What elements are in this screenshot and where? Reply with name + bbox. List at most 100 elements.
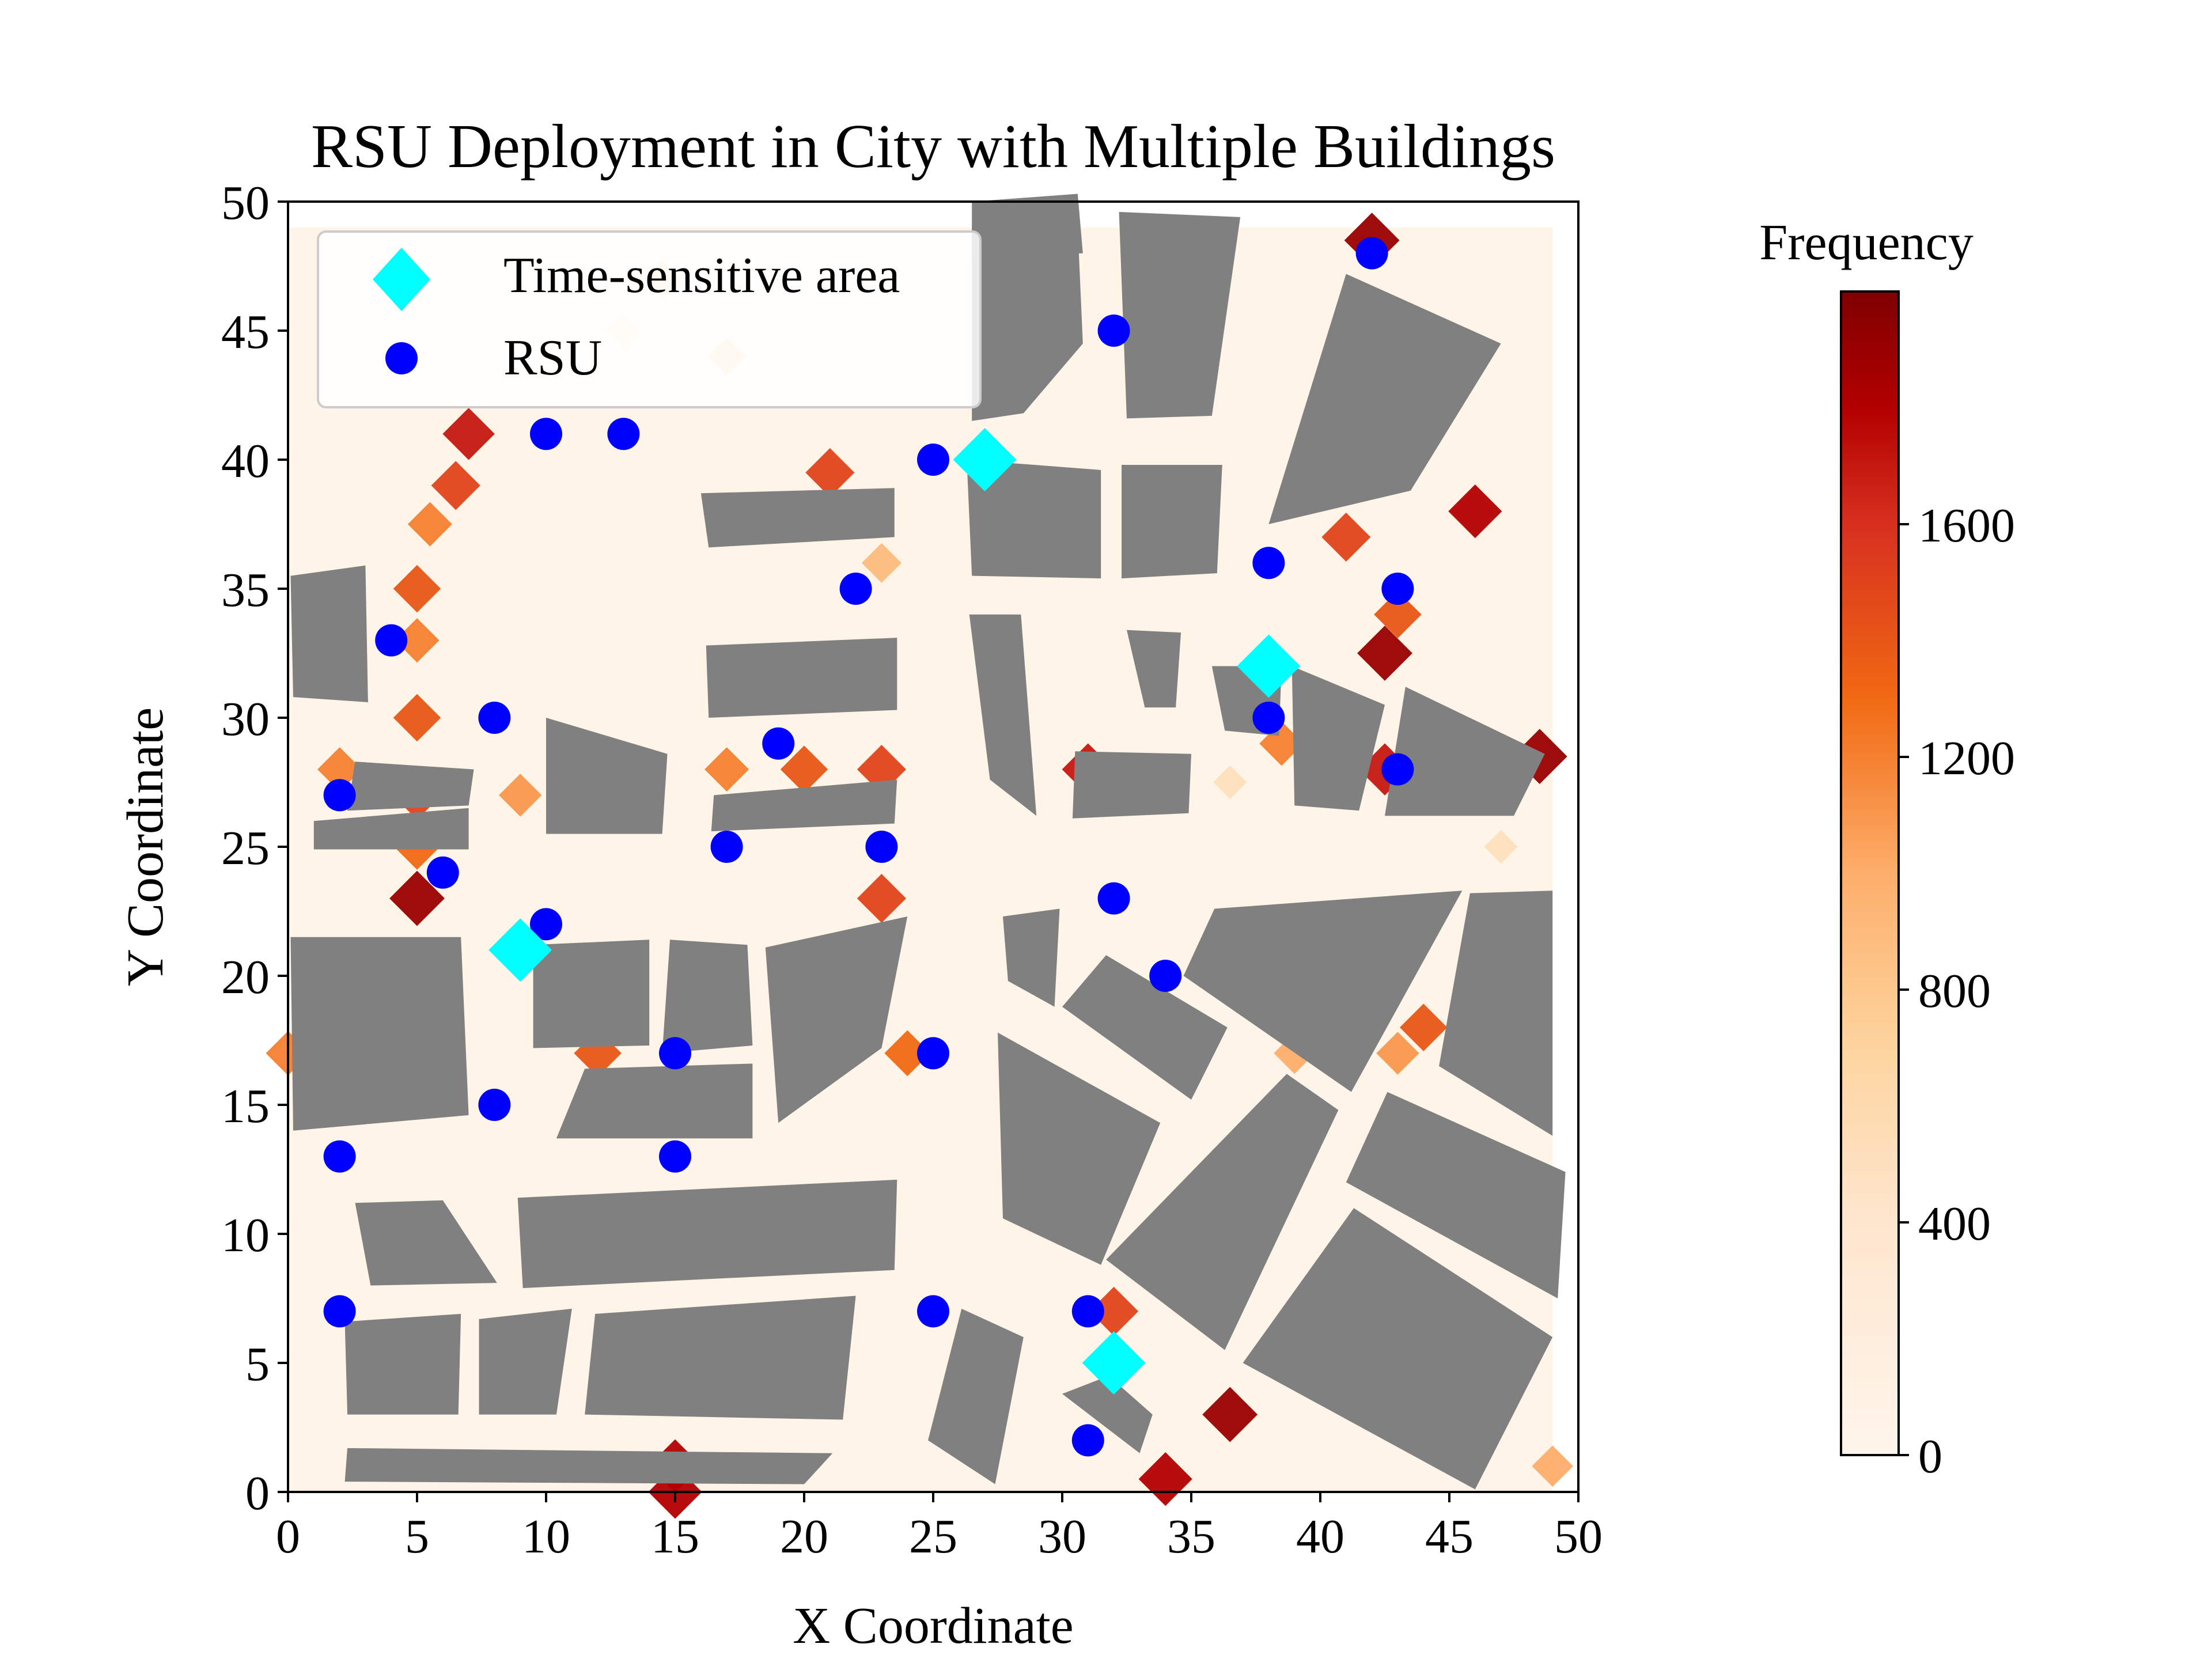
y-tick-label: 45 xyxy=(221,305,270,359)
building xyxy=(1122,464,1222,579)
heatmap-cell xyxy=(805,448,855,497)
building xyxy=(1268,274,1501,524)
time-sensitive-point xyxy=(953,428,1017,491)
heatmap-cell xyxy=(1089,1286,1139,1336)
rsu-point xyxy=(1252,547,1285,579)
building xyxy=(711,779,897,832)
building xyxy=(313,808,469,850)
colorbar: Frequency 0 400 800 1200 1600 xyxy=(1759,215,2015,1483)
time-sensitive-point xyxy=(1237,634,1301,698)
heatmap-cell xyxy=(317,747,362,792)
building xyxy=(1062,1376,1153,1453)
rsu-point xyxy=(659,1140,691,1173)
y-tick-label: 0 xyxy=(245,1467,270,1520)
rsu-point xyxy=(323,1140,356,1173)
rsu-point xyxy=(375,624,408,657)
building xyxy=(1439,891,1553,1136)
time-sensitive-point xyxy=(1082,1331,1146,1395)
x-tick-label: 5 xyxy=(405,1510,429,1563)
time-sensitive-markers xyxy=(488,428,1301,1395)
y-tick-label: 35 xyxy=(221,563,270,617)
heatmap-cell xyxy=(704,747,749,792)
building xyxy=(1002,908,1060,1007)
building xyxy=(1183,891,1463,1092)
y-tick-label: 50 xyxy=(221,176,270,230)
rsu-point xyxy=(659,1037,691,1070)
building xyxy=(290,937,469,1131)
building xyxy=(662,940,753,1054)
building xyxy=(290,565,368,703)
building xyxy=(1072,751,1191,819)
heatmap-cell xyxy=(407,502,452,547)
heatmap-cell xyxy=(884,1030,931,1077)
building xyxy=(969,614,1037,816)
time-sensitive-point xyxy=(488,918,552,982)
legend-label-time-sensitive: Time-sensitive area xyxy=(503,248,900,304)
heatmap-cell xyxy=(389,870,445,926)
rsu-point xyxy=(478,1089,511,1121)
building xyxy=(479,1308,572,1415)
heatmap-cell xyxy=(1399,1003,1448,1051)
x-tick-label: 50 xyxy=(1554,1510,1603,1563)
y-tick-label: 25 xyxy=(221,821,270,875)
y-tick-label: 5 xyxy=(245,1338,270,1391)
heatmap-cell xyxy=(780,745,828,793)
x-tick-label: 25 xyxy=(909,1510,957,1563)
x-tick-label: 40 xyxy=(1296,1510,1344,1563)
building xyxy=(347,762,474,811)
heatmap-cell xyxy=(1274,1032,1316,1074)
y-tick-label: 15 xyxy=(221,1080,270,1133)
heatmap-cell xyxy=(499,774,542,817)
building xyxy=(1291,666,1385,811)
building xyxy=(1346,1092,1566,1298)
building xyxy=(928,1308,1024,1484)
rsu-point xyxy=(1381,753,1414,786)
chart-title: RSU Deployment in City with Multiple Bui… xyxy=(311,112,1555,181)
building xyxy=(700,488,895,548)
building xyxy=(355,1200,497,1286)
rsu-point xyxy=(530,418,562,450)
x-tick-label: 15 xyxy=(651,1510,699,1563)
y-tick-label: 20 xyxy=(221,950,270,1004)
x-tick-label: 0 xyxy=(276,1510,300,1563)
x-tick-label: 35 xyxy=(1167,1510,1215,1563)
building xyxy=(1243,1208,1553,1490)
buildings-layer xyxy=(290,194,1566,1490)
rsu-point xyxy=(1149,960,1182,992)
building xyxy=(344,1448,833,1484)
rsu-point xyxy=(1252,702,1285,734)
colorbar-tick-label: 1600 xyxy=(1918,499,2015,552)
colorbar-title: Frequency xyxy=(1759,215,1973,271)
heatmap-cell xyxy=(1484,830,1518,864)
building xyxy=(765,916,908,1123)
building xyxy=(706,638,897,718)
legend-diamond-icon xyxy=(373,248,430,311)
heatmap-cell xyxy=(1259,721,1304,766)
y-tick-label: 40 xyxy=(221,434,270,488)
x-axis: 0 5 10 15 20 25 30 35 40 45 50 xyxy=(276,1492,1603,1563)
rsu-point xyxy=(917,444,949,476)
rsu-point xyxy=(1097,882,1130,915)
x-tick-label: 10 xyxy=(522,1510,570,1563)
heatmap-cell xyxy=(1376,1032,1419,1075)
building xyxy=(533,940,650,1048)
legend-circle-icon xyxy=(385,342,418,374)
building xyxy=(967,460,1101,579)
rsu-point xyxy=(762,727,795,760)
legend: Time-sensitive area RSU xyxy=(317,230,982,408)
legend-label-rsu: RSU xyxy=(503,330,602,386)
y-tick-label: 30 xyxy=(221,692,270,746)
colorbar-tick-label: 1200 xyxy=(1918,732,2015,785)
plot-area xyxy=(266,194,1580,1519)
building xyxy=(972,227,1083,421)
heatmap-cell xyxy=(395,618,440,663)
building xyxy=(556,1063,753,1139)
rsu-point xyxy=(839,573,872,605)
rsu-point xyxy=(607,418,640,450)
heatmap-cell xyxy=(431,461,480,510)
building xyxy=(1119,211,1241,419)
legend-box xyxy=(317,230,982,408)
building xyxy=(585,1296,856,1420)
x-tick-label: 45 xyxy=(1425,1510,1474,1563)
heatmap-cell xyxy=(442,407,495,460)
